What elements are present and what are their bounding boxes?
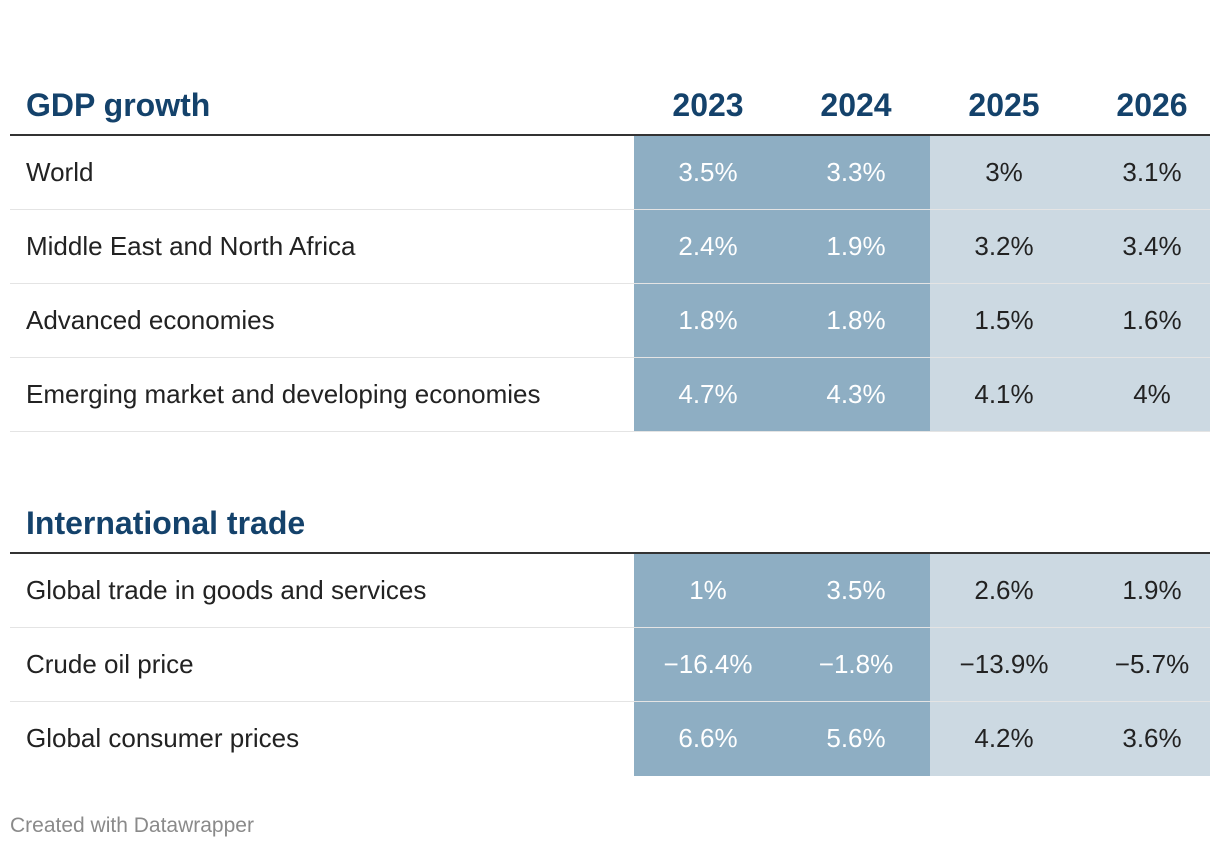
- column-header-2023: 2023: [672, 87, 744, 123]
- table-cell: 2.6%: [930, 554, 1078, 627]
- table-cell: −16.4%: [634, 628, 782, 701]
- table-cell: 3%: [930, 136, 1078, 209]
- table-row: World 3.5% 3.3% 3% 3.1%: [10, 136, 1210, 210]
- table-row: Crude oil price −16.4% −1.8% −13.9% −5.7…: [10, 628, 1210, 702]
- table-cell: 1.8%: [782, 284, 930, 357]
- table-cell: 1.5%: [930, 284, 1078, 357]
- table-cell: 3.5%: [634, 136, 782, 209]
- table-cell: 1%: [634, 554, 782, 627]
- table-cell: 3.5%: [782, 554, 930, 627]
- table-cell: 5.6%: [782, 702, 930, 776]
- table-cell: 3.6%: [1078, 702, 1210, 776]
- table-cell: 2.4%: [634, 210, 782, 283]
- table-cell: 1.9%: [782, 210, 930, 283]
- row-label: Global trade in goods and services: [26, 575, 427, 605]
- table-cell: 4.7%: [634, 358, 782, 431]
- table-cell: 1.9%: [1078, 554, 1210, 627]
- table-cell: 3.3%: [782, 136, 930, 209]
- column-header-2026: 2026: [1116, 87, 1188, 123]
- table-cell: 3.2%: [930, 210, 1078, 283]
- table-row: Middle East and North Africa 2.4% 1.9% 3…: [10, 210, 1210, 284]
- table-cell: 4.1%: [930, 358, 1078, 431]
- table-cell: 1.8%: [634, 284, 782, 357]
- table-title: GDP growth: [26, 87, 211, 123]
- international-trade-table: International trade Global trade in good…: [10, 494, 1210, 776]
- gdp-growth-table: GDP growth 2023 2024 2025 2026 World 3.5…: [10, 76, 1210, 432]
- table-row: Global consumer prices 6.6% 5.6% 4.2% 3.…: [10, 702, 1210, 776]
- table-cell: −13.9%: [930, 628, 1078, 701]
- datawrapper-credit: Created with Datawrapper: [10, 814, 254, 837]
- row-label: Advanced economies: [26, 305, 275, 335]
- table-row: Advanced economies 1.8% 1.8% 1.5% 1.6%: [10, 284, 1210, 358]
- row-label: Emerging market and developing economies: [26, 379, 541, 409]
- table-cell: 6.6%: [634, 702, 782, 776]
- table-cell: −1.8%: [782, 628, 930, 701]
- table-cell: 4.2%: [930, 702, 1078, 776]
- table-cell: 4%: [1078, 358, 1210, 431]
- table-header: GDP growth 2023 2024 2025 2026: [10, 76, 1210, 136]
- row-label: World: [26, 157, 94, 187]
- row-label: Crude oil price: [26, 649, 194, 679]
- column-header-2024: 2024: [820, 87, 892, 123]
- table-row: Emerging market and developing economies…: [10, 358, 1210, 432]
- table-cell: 3.4%: [1078, 210, 1210, 283]
- table-cell: 3.1%: [1078, 136, 1210, 209]
- row-label: Global consumer prices: [26, 723, 300, 753]
- row-label: Middle East and North Africa: [26, 231, 356, 261]
- table-row: Global trade in goods and services 1% 3.…: [10, 554, 1210, 628]
- column-header-2025: 2025: [968, 87, 1040, 123]
- table-cell: −5.7%: [1078, 628, 1210, 701]
- table-title: International trade: [26, 505, 306, 541]
- table-header: International trade: [10, 494, 1210, 554]
- table-cell: 1.6%: [1078, 284, 1210, 357]
- table-cell: 4.3%: [782, 358, 930, 431]
